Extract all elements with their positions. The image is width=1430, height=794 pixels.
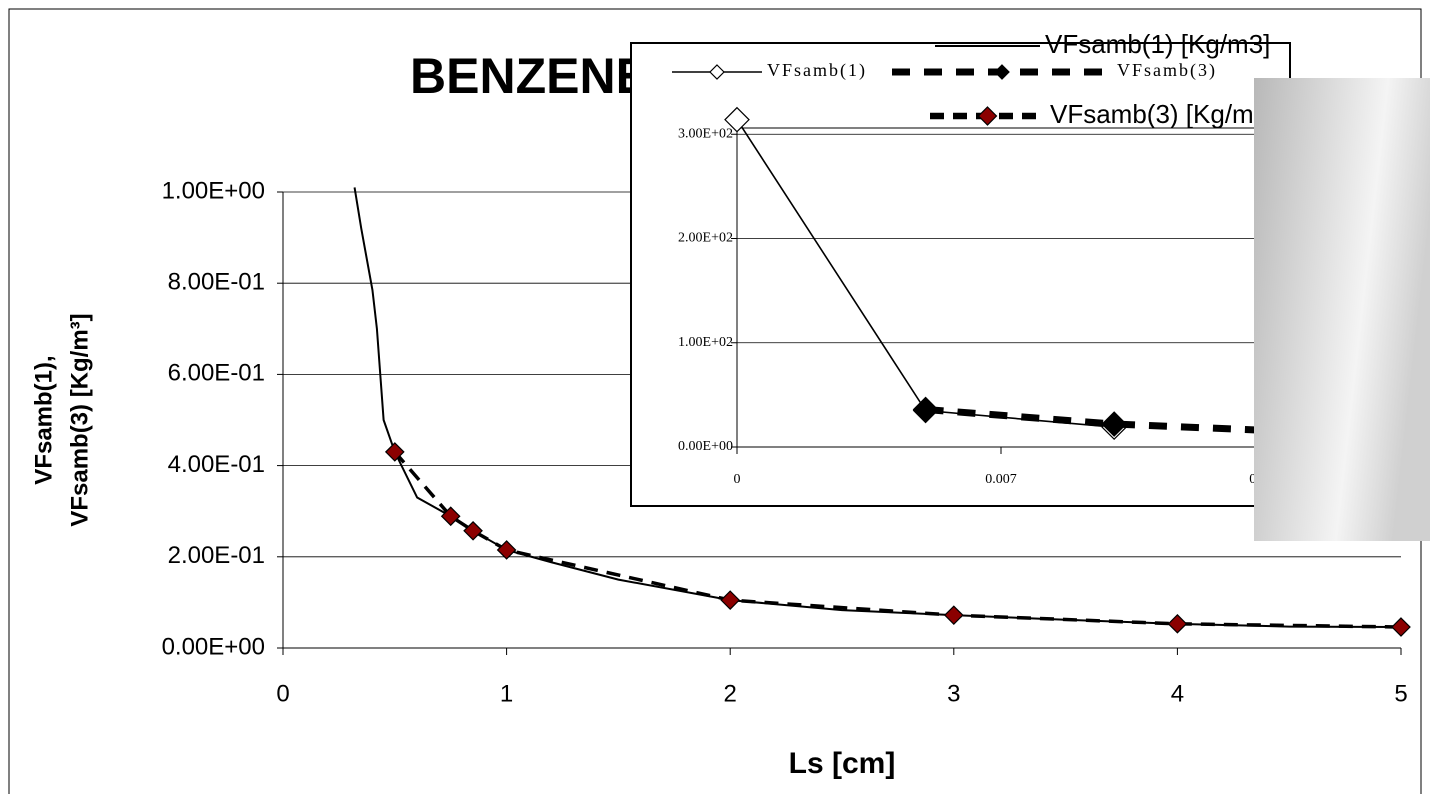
y-tick-label: 2.00E-01 <box>168 542 265 569</box>
data-point <box>440 506 461 527</box>
data-point <box>1101 411 1127 437</box>
data-point <box>912 396 939 423</box>
data-point <box>384 442 405 462</box>
x-tick-label: 1 <box>500 680 513 707</box>
x-tick-label: 2 <box>724 680 737 707</box>
y-tick-label: 4.00E-01 <box>168 451 265 478</box>
data-point <box>943 605 964 626</box>
series-line <box>925 405 1266 434</box>
x-tick-label: 0 <box>276 680 289 707</box>
data-point <box>463 520 483 541</box>
data-point <box>1391 617 1411 637</box>
x-tick-label: 5 <box>1394 680 1407 707</box>
legend-label: VFsamb(3) <box>1117 60 1217 81</box>
y-tick-label: 6.00E-01 <box>168 360 265 387</box>
data-point <box>724 106 750 133</box>
x-axis-title: Ls [cm] <box>789 747 896 780</box>
legend-label: VFsamb(3) [Kg/m3] <box>1050 99 1275 129</box>
legend-marker <box>977 106 998 126</box>
side-panel <box>1254 78 1430 541</box>
y-tick-label: 3.00E+02 <box>678 126 733 141</box>
x-tick-label: 0 <box>734 472 741 487</box>
x-tick-label: 4 <box>1171 680 1184 707</box>
x-tick-label: 3 <box>947 680 960 707</box>
chart-title: BENZENE <box>410 48 649 104</box>
data-point <box>496 540 517 560</box>
y-tick-label: 1.00E+02 <box>678 335 733 350</box>
y-tick-label: 8.00E-01 <box>168 269 265 296</box>
legend-marker <box>709 64 725 80</box>
legend-label: VFsamb(1) <box>767 60 867 81</box>
y-tick-label: 1.00E+00 <box>162 177 265 204</box>
legend-marker <box>994 64 1010 80</box>
data-point <box>720 590 741 610</box>
y-axis-title: VFsamb(1), <box>30 355 57 484</box>
y-tick-label: 2.00E+02 <box>678 231 733 246</box>
series-line <box>393 450 1402 629</box>
y-tick-label: 0.00E+00 <box>678 439 733 454</box>
legend-label: VFsamb(1) [Kg/m3] <box>1045 29 1270 59</box>
x-tick-label: 0.007 <box>985 472 1017 487</box>
y-tick-label: 0.00E+00 <box>162 633 265 660</box>
data-point <box>1167 613 1188 634</box>
y-axis-title: VFsamb(3) [Kg/m³] <box>66 313 93 526</box>
